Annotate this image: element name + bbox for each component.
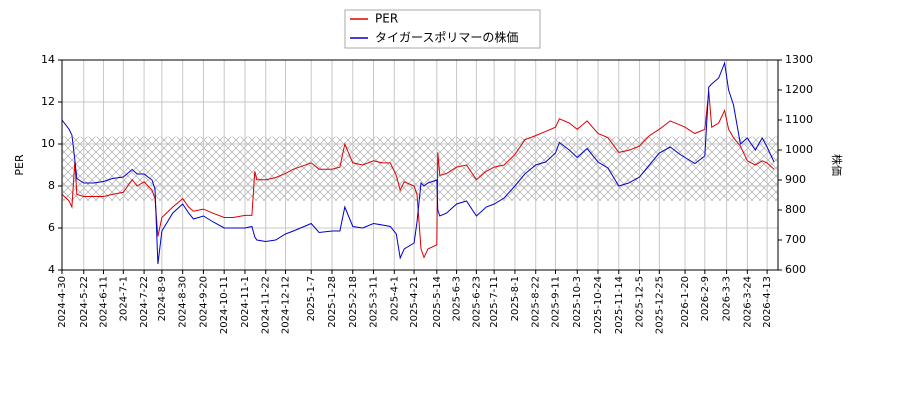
legend: [344, 9, 541, 49]
x-tick-label: 2024-10-11: [219, 276, 230, 334]
x-tick-label: 2025-4-1: [389, 276, 400, 321]
x-tick-label: 2025-10-3: [572, 276, 583, 328]
x-tick-label: 2025-1-28: [327, 276, 338, 328]
y2-tick-label: 1000: [785, 143, 813, 156]
y2-tick-label: 800: [785, 203, 806, 216]
x-tick-label: 2024-7-1: [118, 276, 129, 321]
y2-tick-label: 900: [785, 173, 806, 186]
y2-tick-label: 1300: [785, 53, 813, 66]
x-tick-label: 2025-5-14: [432, 276, 443, 328]
x-tick-label: 2026-4-13: [762, 276, 773, 328]
y-tick-label: 6: [48, 221, 55, 234]
x-tick-label: 2024-8-9: [157, 276, 168, 321]
y2-tick-label: 600: [785, 263, 806, 276]
x-tick-label: 2025-6-23: [471, 276, 482, 328]
x-tick-label: 2025-3-11: [369, 276, 380, 328]
x-tick-label: 2024-11-1: [240, 276, 251, 328]
x-tick-label: 2025-6-3: [452, 276, 463, 321]
y2-axis-label: 株価: [830, 154, 844, 176]
series-line: [61, 91, 775, 259]
y2-tick-label: 700: [785, 233, 806, 246]
x-tick-label: 2025-2-18: [348, 276, 359, 328]
plot-frame: [61, 59, 779, 271]
legend-label: PER: [375, 12, 398, 26]
x-tick-label: 2026-3-3: [722, 276, 733, 321]
x-tick-label: 2024-6-11: [99, 276, 110, 328]
x-tick-label: 2025-10-24: [593, 276, 604, 334]
y-tick-label: 12: [41, 95, 55, 108]
y-tick-label: 4: [48, 263, 55, 276]
x-tick-label: 2026-2-9: [700, 276, 711, 321]
x-tick-label: 2025-8-22: [531, 276, 542, 328]
x-tick-label: 2024-11-22: [261, 276, 272, 334]
x-tick-label: 2026-3-24: [742, 276, 753, 328]
legend-label: タイガースポリマーの株価: [375, 30, 518, 45]
y2-tick-label: 1200: [785, 83, 813, 96]
y-tick-label: 10: [41, 137, 55, 150]
series-line: [61, 61, 775, 265]
y-tick-label: 8: [48, 179, 55, 192]
x-tick-label: 2024-7-22: [139, 276, 150, 328]
y-axis-label: PER: [13, 154, 26, 176]
x-tick-label: 2024-5-22: [79, 276, 90, 328]
x-tick-label: 2026-1-20: [680, 276, 691, 328]
x-tick-label: 2024-9-20: [198, 276, 209, 328]
x-tick-label: 2025-11-14: [614, 276, 625, 334]
x-tick-label: 2024-4-30: [57, 276, 68, 328]
x-tick-label: 2024-12-12: [281, 276, 292, 334]
x-tick-label: 2025-4-21: [409, 276, 420, 328]
y-tick-label: 14: [41, 53, 55, 66]
x-tick-label: 2025-7-11: [489, 276, 500, 328]
y2-tick-label: 1100: [785, 113, 813, 126]
x-tick-label: 2025-9-11: [550, 276, 561, 328]
x-tick-label: 2025-12-25: [654, 276, 665, 334]
x-tick-label: 2025-8-1: [510, 276, 521, 321]
x-tick-label: 2025-1-7: [306, 276, 317, 321]
x-tick-label: 2025-12-5: [635, 276, 646, 328]
x-tick-label: 2024-8-30: [178, 276, 189, 328]
